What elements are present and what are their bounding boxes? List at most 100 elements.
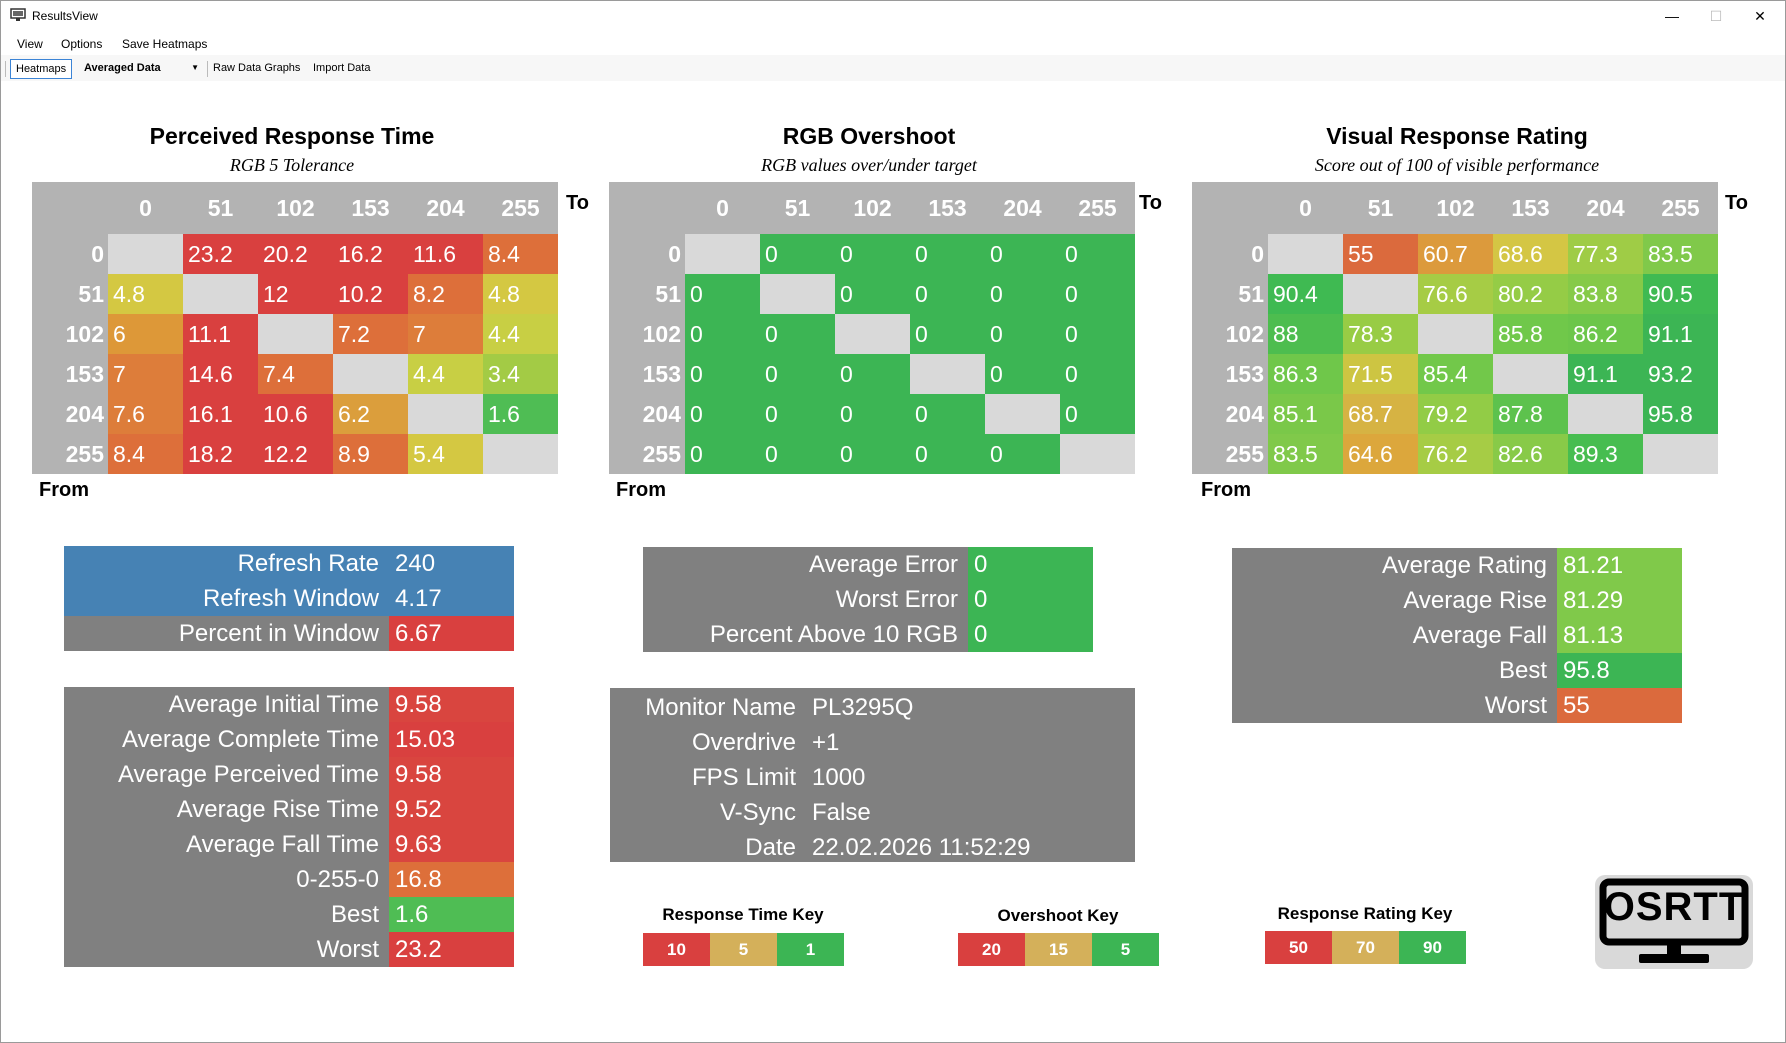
panel-label: Monitor Name bbox=[645, 694, 796, 721]
heatmap-cell: 0 bbox=[1060, 314, 1135, 354]
key-cell: 5 bbox=[1092, 933, 1159, 966]
heatmap-row-header: 255 bbox=[1225, 441, 1264, 467]
heatmap-cell: 64.6 bbox=[1343, 434, 1418, 474]
heatmap-cell: 20.2 bbox=[258, 234, 333, 274]
heatmap-subtitle: Score out of 100 of visible performance bbox=[1314, 155, 1600, 175]
panel-label: Average Complete Time bbox=[64, 722, 389, 757]
panel-row: Percent in Window 6.67 bbox=[64, 616, 514, 651]
from-label: From bbox=[616, 479, 666, 501]
panel-value: 15.03 bbox=[389, 722, 514, 757]
panel-row: V-Sync False bbox=[610, 795, 1135, 830]
panel-value: 4.17 bbox=[389, 581, 514, 616]
heatmap-cell: 80.2 bbox=[1493, 274, 1568, 314]
close-icon: ✕ bbox=[1754, 8, 1766, 24]
menu-save-heatmaps[interactable]: Save Heatmaps bbox=[122, 37, 208, 51]
panel-label: Average Rise bbox=[1232, 583, 1557, 618]
heatmap-cell: 0 bbox=[760, 434, 835, 474]
heatmap-col-header: 51 bbox=[1367, 195, 1394, 221]
heatmap-subtitle: RGB 5 Tolerance bbox=[229, 155, 355, 175]
from-label: From bbox=[1201, 479, 1251, 501]
toolbar: Heatmaps Averaged Data ▼ Raw Data Graphs … bbox=[1, 55, 1785, 81]
heatmap-cell: 12 bbox=[258, 274, 333, 314]
close-button[interactable]: ✕ bbox=[1737, 1, 1783, 32]
heatmap-cell: 0 bbox=[835, 274, 910, 314]
panel-label: Overdrive bbox=[691, 729, 796, 756]
heatmap-cell: 76.2 bbox=[1418, 434, 1493, 474]
heatmap-cell: 0 bbox=[835, 434, 910, 474]
panel-row: Best 1.6 bbox=[64, 897, 514, 932]
heatmap-cell: 76.6 bbox=[1418, 274, 1493, 314]
heatmap-cell: 86.2 bbox=[1568, 314, 1643, 354]
heatmap-cell bbox=[1568, 394, 1643, 434]
heatmap-cell bbox=[1268, 234, 1343, 274]
heatmap-cell: 1.6 bbox=[483, 394, 558, 434]
heatmap-row-header: 51 bbox=[1238, 281, 1264, 307]
panel-value: 9.58 bbox=[389, 687, 514, 722]
heatmap-cell: 7.2 bbox=[333, 314, 408, 354]
heatmap-cell: 77.3 bbox=[1568, 234, 1643, 274]
minimize-button[interactable]: — bbox=[1649, 1, 1695, 32]
heatmap-cell: 86.3 bbox=[1268, 354, 1343, 394]
to-label: To bbox=[1139, 192, 1162, 214]
heatmap-col-header: 51 bbox=[784, 195, 811, 221]
heatmap-title: RGB Overshoot bbox=[782, 123, 956, 149]
heatmap-cell: 18.2 bbox=[183, 434, 258, 474]
heatmap-row-header: 204 bbox=[65, 401, 104, 427]
menu-options[interactable]: Options bbox=[61, 37, 103, 51]
maximize-icon: ☐ bbox=[1709, 8, 1723, 24]
heatmap-cell: 85.4 bbox=[1418, 354, 1493, 394]
heatmap-cell: 55 bbox=[1343, 234, 1418, 274]
heatmap-row-header: 0 bbox=[668, 241, 681, 267]
heatmap-cell: 0 bbox=[835, 234, 910, 274]
panel-row: Average Complete Time 15.03 bbox=[64, 722, 514, 757]
raw-data-graphs-tab[interactable]: Raw Data Graphs bbox=[213, 62, 301, 74]
chevron-down-icon: ▼ bbox=[191, 63, 199, 72]
panel-label: Average Fall Time bbox=[64, 827, 389, 862]
panel-label: V-Sync bbox=[719, 799, 796, 826]
selector-value: Averaged Data bbox=[84, 62, 161, 74]
heatmaps-tab[interactable]: Heatmaps bbox=[10, 59, 73, 79]
heatmap-cell: 0 bbox=[985, 354, 1060, 394]
panel-row: Average Error 0 bbox=[643, 547, 1093, 582]
panel-row: Average Perceived Time 9.58 bbox=[64, 757, 514, 792]
panel-row: Worst 55 bbox=[1232, 688, 1682, 723]
menu-view[interactable]: View bbox=[17, 37, 43, 51]
key-cell: 20 bbox=[958, 933, 1025, 966]
heatmap-cell bbox=[985, 394, 1060, 434]
key-cell: 1 bbox=[777, 933, 844, 966]
panel-label: Worst bbox=[64, 932, 389, 967]
panel-row: Refresh Window 4.17 bbox=[64, 581, 514, 616]
heatmap-row-header: 102 bbox=[1225, 321, 1264, 347]
maximize-button[interactable]: ☐ bbox=[1693, 1, 1739, 32]
heatmap-cell: 0 bbox=[835, 394, 910, 434]
heatmap-cell: 23.2 bbox=[183, 234, 258, 274]
key-title: Response Rating Key bbox=[1277, 904, 1453, 923]
panel-label: Average Rise Time bbox=[64, 792, 389, 827]
heatmap-cell: 0 bbox=[835, 354, 910, 394]
heatmap-row-header: 204 bbox=[642, 401, 681, 427]
heatmap-cell: 93.2 bbox=[1643, 354, 1718, 394]
heatmap-cell: 0 bbox=[685, 314, 760, 354]
import-data-button[interactable]: Import Data bbox=[313, 62, 371, 74]
heatmap-title: Perceived Response Time bbox=[149, 123, 435, 149]
minimize-icon: — bbox=[1665, 8, 1679, 24]
heatmap-cell bbox=[1060, 434, 1135, 474]
heatmap-cell: 0 bbox=[985, 434, 1060, 474]
heatmap-row-header: 255 bbox=[642, 441, 681, 467]
panel-row: Refresh Rate 240 bbox=[64, 546, 514, 581]
heatmap-row-header: 51 bbox=[655, 281, 681, 307]
heatmap-cell: 16.1 bbox=[183, 394, 258, 434]
heatmap-cell: 0 bbox=[1060, 394, 1135, 434]
panel-value: 81.13 bbox=[1557, 618, 1682, 653]
heatmap-col-header: 255 bbox=[1661, 195, 1700, 221]
panel-row: Average Fall Time 9.63 bbox=[64, 827, 514, 862]
heatmap-subtitle: RGB values over/under target bbox=[761, 155, 977, 175]
heatmap-cell: 4.8 bbox=[483, 274, 558, 314]
panel-row: Monitor Name PL3295Q bbox=[610, 690, 1135, 725]
app-icon bbox=[10, 8, 26, 21]
data-type-selector[interactable]: Averaged Data ▼ bbox=[79, 59, 201, 79]
monitor-logo-icon bbox=[1599, 878, 1749, 963]
key-cell: 50 bbox=[1265, 931, 1332, 964]
heatmap-cell: 4.4 bbox=[483, 314, 558, 354]
